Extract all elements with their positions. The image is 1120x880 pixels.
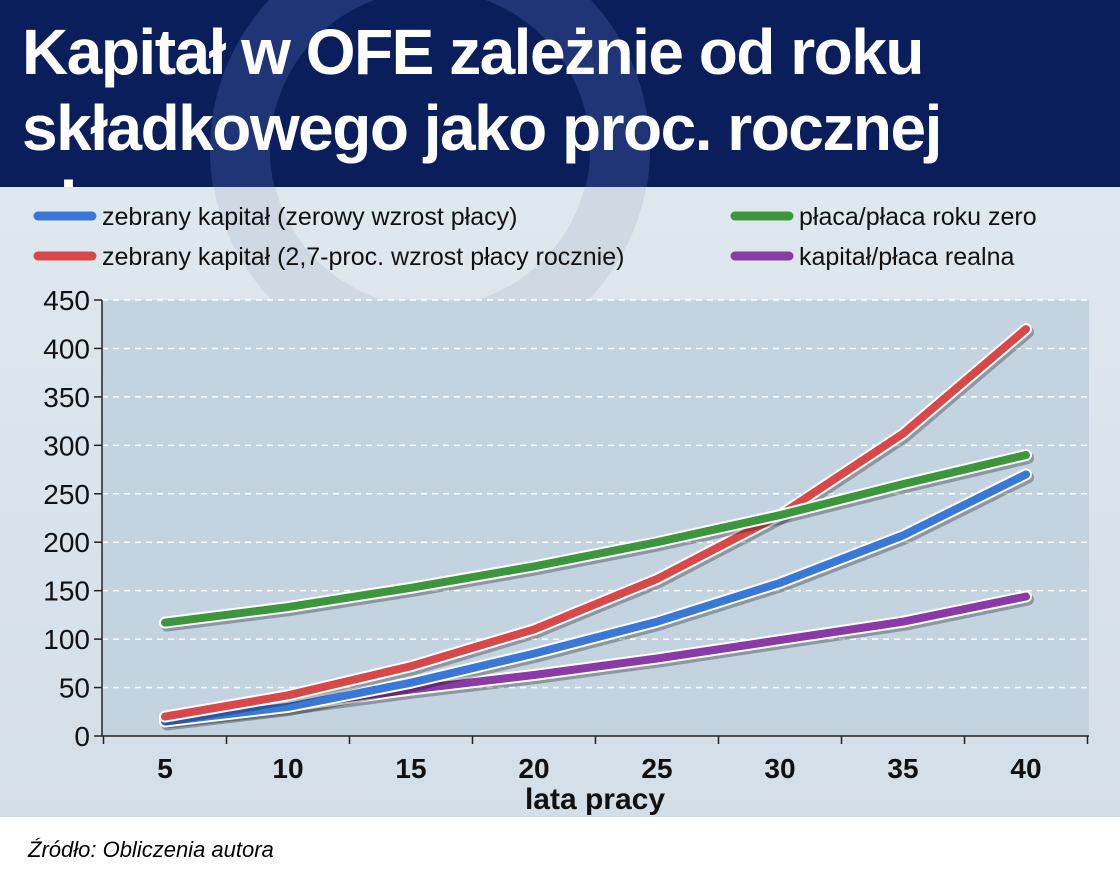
y-tick-label: 350 xyxy=(43,382,90,413)
line-chart: 0 50 100 150 200 250 300 350 400 450 5 10 15 20 25 30 3… xyxy=(33,187,1089,816)
legend-label: zebrany kapitał (zerowy wzrost płacy) xyxy=(102,203,517,231)
x-tick-label: 40 xyxy=(1010,753,1041,784)
x-axis-label: lata pracy xyxy=(525,783,665,816)
x-tick-label: 30 xyxy=(764,753,795,784)
x-tick-label: 10 xyxy=(272,753,303,784)
x-tick-label: 25 xyxy=(641,753,672,784)
legend: zebrany kapitał (zerowy wzrost płacy) zeb… xyxy=(33,203,1037,271)
legend-label: kapitał/płaca realna xyxy=(799,243,1015,271)
y-tick-label: 50 xyxy=(59,673,90,704)
series-line-2 xyxy=(161,325,1030,721)
footer: Źródło: Obliczenia autora xyxy=(0,817,1120,880)
y-axis-ticks: 0 50 100 150 200 250 300 350 400 450 xyxy=(43,285,102,752)
x-tick-label: 15 xyxy=(395,753,426,784)
chart-title: Kapitał w OFE zależnie od roku składkowe… xyxy=(22,16,942,187)
y-tick-label: 300 xyxy=(43,430,90,461)
header-banner: Kapitał w OFE zależnie od roku składkowe… xyxy=(0,0,1120,187)
y-tick-label: 400 xyxy=(43,333,90,364)
y-tick-label: 100 xyxy=(43,624,90,655)
legend-label: płaca/płaca roku zero xyxy=(799,203,1037,231)
x-tick-label: 35 xyxy=(887,753,918,784)
x-tick-label: 20 xyxy=(518,753,549,784)
background-circles-decoration xyxy=(210,0,650,187)
y-tick-label: 150 xyxy=(43,576,90,607)
chart-area: 0 50 100 150 200 250 300 350 400 450 5 10 15 20 25 30 3… xyxy=(0,187,1120,817)
x-axis-ticks: 5 10 15 20 25 30 35 40 xyxy=(102,736,1089,784)
y-tick-label: 0 xyxy=(74,721,90,752)
source-note: Źródło: Obliczenia autora xyxy=(28,837,274,862)
legend-label: zebrany kapitał (2,7-proc. wzrost płacy … xyxy=(102,243,624,271)
y-tick-label: 200 xyxy=(43,527,90,558)
data-series xyxy=(159,323,1034,731)
x-tick-label: 5 xyxy=(157,753,173,784)
y-tick-label: 250 xyxy=(43,479,90,510)
series-line-3 xyxy=(161,451,1030,627)
series-line-1 xyxy=(161,470,1030,726)
y-tick-label: 450 xyxy=(43,285,90,316)
